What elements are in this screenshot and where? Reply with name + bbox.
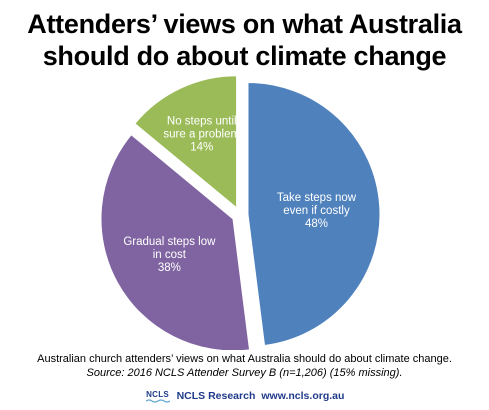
pie-chart: Take steps now even if costly 48% Gradual s…: [100, 75, 381, 350]
website-link[interactable]: www.ncls.org.au: [261, 390, 345, 402]
chart-title-line-2: should do about climate change: [42, 41, 447, 71]
slice-label-line: in cost: [153, 249, 187, 261]
pie-slice-1[interactable]: [247, 81, 381, 347]
pie-slice-2[interactable]: [100, 134, 251, 350]
slice-label-line: Gradual steps low: [123, 236, 216, 248]
ncls-logo-icon: NCLS: [145, 388, 171, 404]
slice-label-line: sure a problem: [163, 129, 240, 141]
caption-text: Australian church attenders’ views on wh…: [37, 353, 452, 365]
source-text: Source: 2016 NCLS Attender Survey B (n=1…: [86, 367, 403, 379]
chart-caption: Australian church attenders’ views on wh…: [0, 352, 489, 380]
logo-wave: [145, 398, 170, 403]
slice-value-label: 48%: [305, 218, 328, 230]
slice-label-line: even if costly: [283, 205, 350, 217]
slice-label-1: Take steps now even if costly 48%: [277, 192, 357, 230]
pie-slice-3[interactable]: [134, 75, 238, 209]
org-name: NCLS Research: [176, 390, 256, 402]
slice-value-label: 38%: [158, 262, 181, 274]
slice-label-2: Gradual steps low in cost 38%: [123, 236, 216, 274]
chart-title-line-1: Attenders’ views on what Australia: [27, 9, 462, 39]
slice-label-line: Take steps now: [277, 192, 357, 204]
chart-title: Attenders’ views on what Australia shoul…: [0, 8, 489, 72]
slice-value-label: 14%: [190, 142, 213, 154]
slice-label-line: No steps until: [167, 116, 237, 128]
footer: NCLS NCLS Research www.ncls.org.au: [0, 386, 489, 406]
slice-label-3: No steps until sure a problem 14%: [163, 116, 240, 154]
logo-text: NCLS: [146, 389, 170, 399]
